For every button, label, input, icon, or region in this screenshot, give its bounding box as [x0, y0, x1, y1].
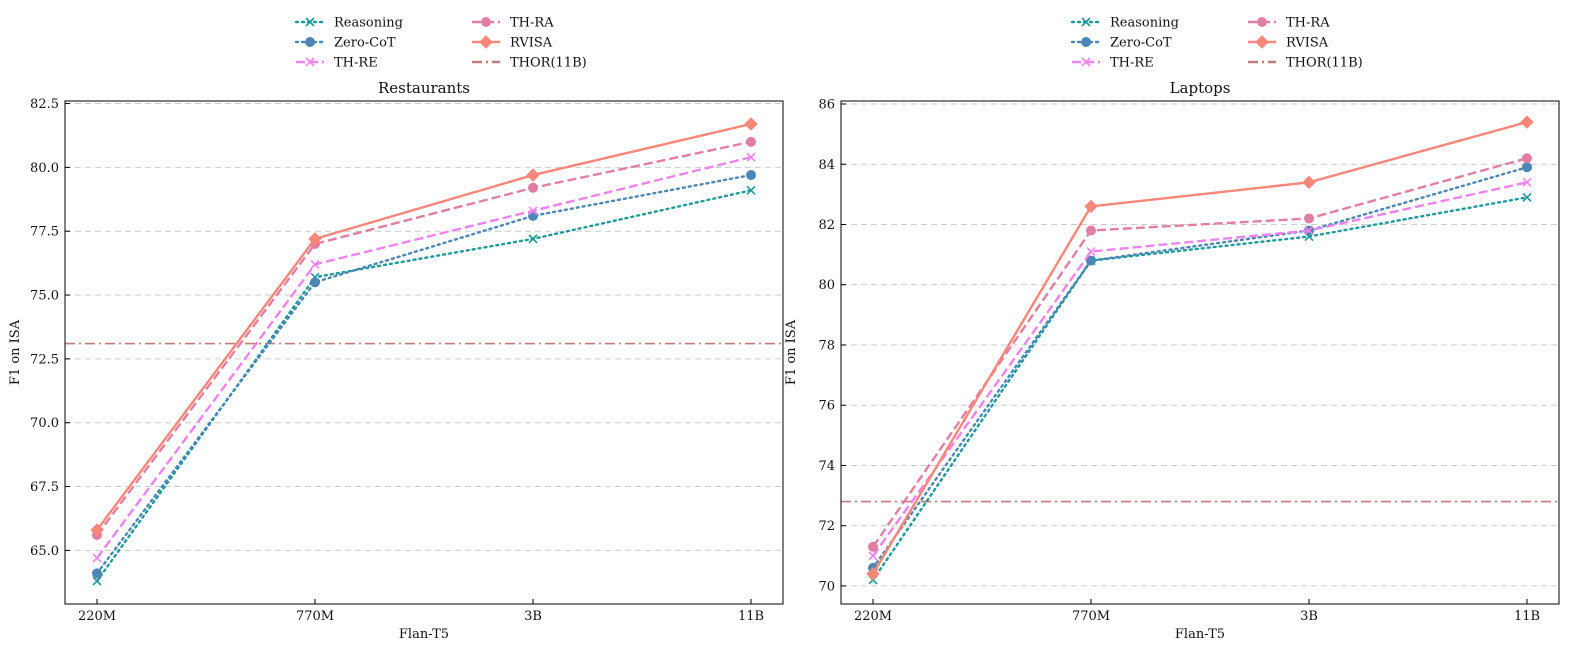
data-point-th-re: [1522, 177, 1532, 187]
data-point-th-ra: [1522, 153, 1532, 164]
data-point-rvisa: [744, 117, 758, 131]
legend-marker: [305, 17, 315, 27]
series-line-reasoning: [871, 196, 1529, 582]
plot-frame: [64, 100, 784, 605]
series-line-zero-cot: [95, 173, 753, 575]
data-point-rvisa: [90, 523, 104, 537]
data-point-reasoning: [528, 234, 538, 244]
y-tick-label: 80: [818, 278, 835, 293]
data-point-rvisa: [308, 232, 322, 246]
data-point-rvisa: [866, 567, 880, 581]
y-tick-label: 70.0: [30, 416, 59, 431]
legend-marker: [1081, 17, 1091, 27]
data-point-th-re: [310, 259, 320, 269]
x-tick-label: 770M: [1072, 609, 1110, 624]
legend-marker: [1257, 17, 1267, 27]
y-tick-label: 80.0: [30, 161, 59, 176]
data-point-zero-cot: [310, 277, 320, 288]
y-tick-label: 78: [818, 338, 835, 353]
legend-marker: [481, 17, 491, 27]
y-axis-label: F1 on ISA: [784, 319, 799, 385]
series-line-rvisa: [871, 120, 1528, 575]
legend-marker: [1081, 37, 1091, 47]
data-point-th-re: [528, 206, 538, 216]
legend-label: TH-RA: [1286, 16, 1330, 31]
chart-title: Laptops: [1170, 79, 1231, 97]
y-tick-label: 65.0: [30, 544, 59, 559]
legend-label: Zero-CoT: [334, 36, 396, 51]
series-line-rvisa: [96, 122, 752, 531]
legend-label: TH-RE: [1110, 56, 1154, 71]
data-point-rvisa: [1520, 115, 1534, 129]
legend-marker: [479, 35, 493, 49]
data-point-th-ra: [528, 182, 538, 193]
data-point-zero-cot: [1522, 162, 1532, 173]
data-point-th-re: [92, 553, 102, 563]
y-tick-label: 84: [818, 158, 835, 173]
y-tick-label: 86: [818, 98, 835, 113]
x-axis-label: Flan-T5: [1175, 627, 1225, 642]
legend-label: Reasoning: [334, 16, 403, 31]
plot-frame: [840, 100, 1560, 605]
y-tick-label: 76: [818, 399, 835, 414]
x-tick-label: 3B: [524, 609, 542, 624]
y-tick-label: 77.5: [30, 225, 59, 240]
data-point-reasoning: [1522, 192, 1532, 202]
y-tick-label: 72.5: [30, 352, 59, 367]
legend-marker: [1255, 35, 1269, 49]
x-tick-label: 220M: [78, 609, 116, 624]
series-line-th-re: [96, 156, 752, 559]
data-point-th-ra: [746, 136, 756, 147]
y-axis-label: F1 on ISA: [8, 319, 23, 385]
data-point-th-re: [1304, 225, 1314, 236]
series-line-zero-cot: [871, 166, 1529, 570]
series-line-th-re: [872, 181, 1528, 557]
legend-label: Reasoning: [1110, 16, 1179, 31]
data-point-th-ra: [868, 541, 878, 552]
legend-marker: [305, 37, 315, 47]
data-point-rvisa: [526, 168, 540, 182]
data-point-zero-cot: [92, 568, 102, 579]
y-tick-label: 70: [818, 579, 835, 594]
data-point-th-re: [746, 152, 756, 162]
data-point-rvisa: [1084, 199, 1098, 214]
data-point-th-re: [1086, 247, 1096, 257]
x-tick-label: 11B: [1514, 609, 1540, 624]
y-tick-label: 67.5: [30, 480, 59, 495]
data-point-zero-cot: [746, 170, 756, 181]
legend-label: THOR(11B): [1286, 56, 1363, 71]
data-point-reasoning: [92, 576, 102, 586]
data-point-th-ra: [1086, 225, 1096, 236]
data-point-reasoning: [746, 185, 756, 195]
x-tick-label: 3B: [1300, 609, 1318, 624]
x-tick-label: 220M: [854, 609, 892, 624]
legend-label: THOR(11B): [510, 56, 587, 71]
x-axis-label: Flan-T5: [399, 627, 449, 642]
x-tick-label: 11B: [738, 609, 764, 624]
data-point-zero-cot: [1086, 255, 1096, 266]
legend-label: RVISA: [510, 36, 553, 51]
legend-label: TH-RE: [334, 56, 378, 71]
y-tick-label: 82.5: [30, 97, 59, 112]
chart-title: Restaurants: [378, 79, 470, 97]
legend-label: RVISA: [1286, 36, 1329, 51]
legend-label: Zero-CoT: [1110, 36, 1172, 51]
legend-marker: [1081, 57, 1091, 67]
data-point-rvisa: [1302, 175, 1316, 190]
series-line-reasoning: [95, 189, 753, 583]
series-line-th-ra: [96, 140, 752, 536]
legend-marker: [305, 57, 315, 67]
legend-label: TH-RA: [510, 16, 554, 31]
y-tick-label: 74: [818, 459, 835, 474]
y-tick-label: 72: [818, 519, 835, 534]
series-line-th-ra: [872, 157, 1528, 548]
data-point-th-re: [868, 551, 878, 561]
y-tick-label: 82: [818, 218, 835, 233]
x-tick-label: 770M: [296, 609, 334, 624]
data-point-th-ra: [1304, 213, 1314, 224]
y-tick-label: 75.0: [30, 289, 59, 304]
